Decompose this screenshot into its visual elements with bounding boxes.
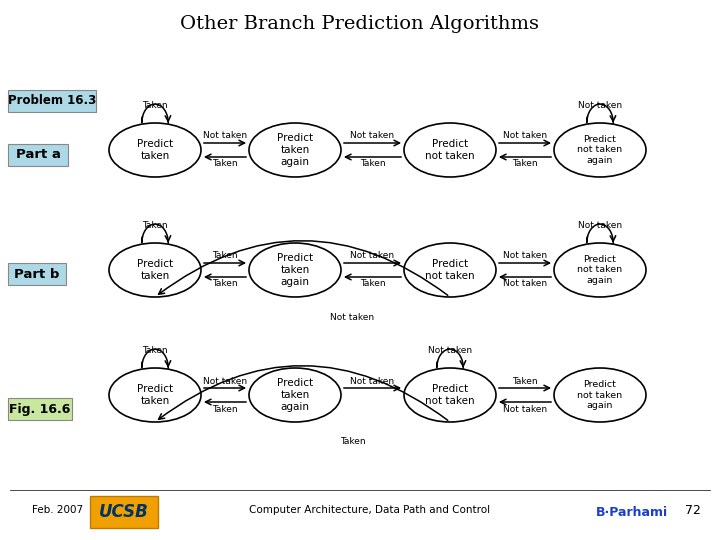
FancyBboxPatch shape — [8, 144, 68, 166]
Text: Not taken: Not taken — [503, 132, 547, 140]
Text: Taken: Taken — [212, 252, 238, 260]
Text: Predict
not taken: Predict not taken — [426, 259, 474, 281]
Text: Problem 16.3: Problem 16.3 — [8, 94, 96, 107]
Text: Taken: Taken — [142, 346, 168, 355]
Text: Not taken: Not taken — [351, 376, 395, 386]
Text: Taken: Taken — [340, 437, 365, 447]
Text: Taken: Taken — [360, 280, 385, 288]
Text: Computer Architecture, Data Path and Control: Computer Architecture, Data Path and Con… — [249, 505, 490, 515]
Text: Not taken: Not taken — [428, 346, 472, 355]
Text: Not taken: Not taken — [351, 132, 395, 140]
Text: Not taken: Not taken — [503, 252, 547, 260]
Text: Not taken: Not taken — [330, 313, 374, 321]
Text: Taken: Taken — [360, 159, 385, 168]
Ellipse shape — [554, 243, 646, 297]
Text: Not taken: Not taken — [503, 280, 547, 288]
Text: Part a: Part a — [16, 148, 60, 161]
Text: Part b: Part b — [14, 267, 60, 280]
FancyBboxPatch shape — [8, 90, 96, 112]
Ellipse shape — [249, 243, 341, 297]
Text: Predict
not taken: Predict not taken — [426, 139, 474, 161]
Text: Predict
taken: Predict taken — [137, 139, 173, 161]
Text: Predict
taken
again: Predict taken again — [277, 379, 313, 411]
Text: Taken: Taken — [212, 280, 238, 288]
Text: Predict
not taken: Predict not taken — [426, 384, 474, 406]
FancyBboxPatch shape — [8, 263, 66, 285]
Text: Predict
taken
again: Predict taken again — [277, 253, 313, 287]
Text: B·Parhami: B·Parhami — [596, 505, 668, 518]
Ellipse shape — [249, 368, 341, 422]
Text: Not taken: Not taken — [203, 376, 247, 386]
Text: Other Branch Prediction Algorithms: Other Branch Prediction Algorithms — [181, 15, 539, 33]
Ellipse shape — [109, 123, 201, 177]
Ellipse shape — [249, 123, 341, 177]
Text: Not taken: Not taken — [203, 132, 247, 140]
Text: Predict
not taken
again: Predict not taken again — [577, 135, 623, 165]
Ellipse shape — [404, 368, 496, 422]
Text: Taken: Taken — [142, 100, 168, 110]
FancyBboxPatch shape — [90, 496, 158, 528]
Text: Not taken: Not taken — [578, 221, 622, 230]
Ellipse shape — [109, 243, 201, 297]
Text: Predict
not taken
again: Predict not taken again — [577, 380, 623, 410]
Text: Not taken: Not taken — [503, 404, 547, 414]
Ellipse shape — [109, 368, 201, 422]
Text: 72: 72 — [685, 503, 701, 516]
Ellipse shape — [404, 123, 496, 177]
Ellipse shape — [554, 123, 646, 177]
Text: Not taken: Not taken — [351, 252, 395, 260]
Text: Taken: Taken — [212, 159, 238, 168]
Text: Predict
taken
again: Predict taken again — [277, 133, 313, 167]
Text: Taken: Taken — [512, 159, 538, 168]
Ellipse shape — [404, 243, 496, 297]
Text: Feb. 2007: Feb. 2007 — [32, 505, 84, 515]
Text: Taken: Taken — [512, 376, 538, 386]
FancyBboxPatch shape — [8, 398, 72, 420]
Text: Predict
taken: Predict taken — [137, 259, 173, 281]
Text: Predict
not taken
again: Predict not taken again — [577, 255, 623, 285]
Text: Taken: Taken — [212, 404, 238, 414]
Ellipse shape — [554, 368, 646, 422]
Text: Not taken: Not taken — [578, 100, 622, 110]
Text: UCSB: UCSB — [99, 503, 149, 521]
Text: Taken: Taken — [142, 221, 168, 230]
Text: Predict
taken: Predict taken — [137, 384, 173, 406]
Text: Fig. 16.6: Fig. 16.6 — [9, 402, 71, 415]
